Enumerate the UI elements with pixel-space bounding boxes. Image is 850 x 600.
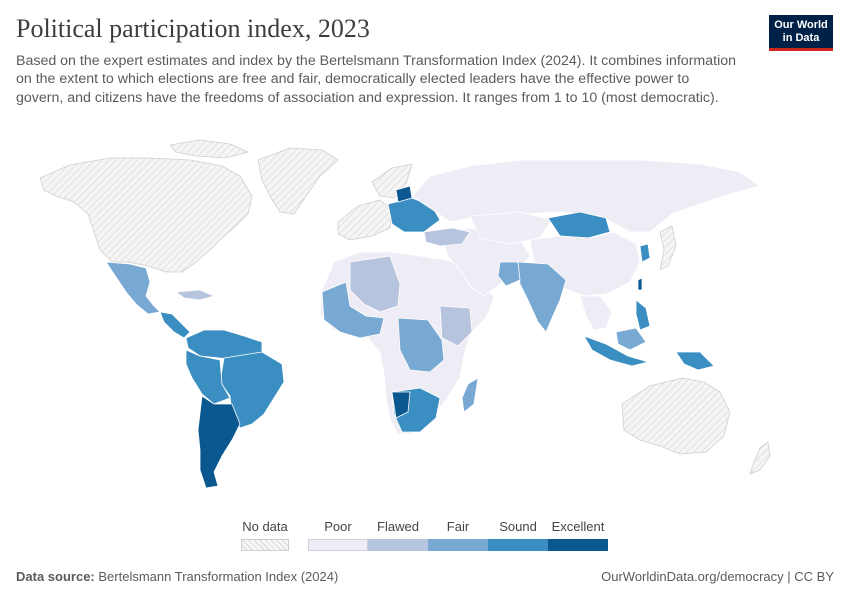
- logo-line-1: Our World: [774, 19, 828, 31]
- central-asia-region[interactable]: [469, 211, 553, 245]
- west-africa-region[interactable]: [321, 281, 385, 339]
- greenland-region[interactable]: [257, 147, 339, 215]
- indonesia-region[interactable]: [583, 335, 649, 367]
- north-america-no-data-region[interactable]: [39, 157, 253, 273]
- legend-no-data-label: No data: [242, 519, 288, 534]
- legend-sound-swatch[interactable]: [488, 539, 548, 551]
- legend-fair-swatch[interactable]: [428, 539, 488, 551]
- caribbean-region[interactable]: [175, 289, 215, 301]
- japan-region[interactable]: [659, 225, 677, 271]
- world-map: [39, 139, 771, 489]
- turkey-region[interactable]: [423, 227, 471, 247]
- central-africa-region[interactable]: [397, 317, 445, 373]
- malaysia-region[interactable]: [615, 327, 647, 351]
- map-legend: No data Poor Flawed Fair Sound Excellent: [0, 515, 850, 555]
- central-america-region[interactable]: [159, 311, 191, 339]
- data-source-link[interactable]: Bertelsmann Transformation Index (2024): [98, 569, 339, 584]
- owid-url[interactable]: OurWorldinData.org/democracy | CC BY: [601, 569, 834, 584]
- legend-excellent-swatch[interactable]: [548, 539, 608, 551]
- legend-excellent-label: Excellent: [551, 519, 605, 534]
- east-africa-region[interactable]: [439, 305, 473, 347]
- australia-region[interactable]: [621, 377, 731, 455]
- owid-logo[interactable]: Our World in Data: [769, 15, 833, 51]
- legend-flawed-swatch[interactable]: [368, 539, 428, 551]
- legend-sound-label: Sound: [499, 519, 537, 534]
- southeast-asia-region[interactable]: [579, 295, 613, 331]
- data-source: Data source: Bertelsmann Transformation …: [16, 569, 338, 584]
- new-zealand-region[interactable]: [749, 441, 771, 475]
- south-asia-region[interactable]: [497, 261, 521, 287]
- arctic-islands-region[interactable]: [169, 139, 249, 159]
- brazil-region[interactable]: [219, 351, 285, 429]
- western-europe-no-data-region[interactable]: [337, 199, 393, 241]
- legend-fair-label: Fair: [446, 519, 470, 534]
- india-region[interactable]: [517, 261, 567, 333]
- data-source-label: Data source:: [16, 569, 95, 584]
- papua-new-guinea-region[interactable]: [675, 351, 715, 371]
- legend-no-data-swatch[interactable]: [241, 539, 289, 551]
- south-korea-region[interactable]: [639, 243, 651, 263]
- southern-cone-region[interactable]: [197, 395, 241, 489]
- legend-flawed-label: Flawed: [377, 519, 419, 534]
- legend-poor-label: Poor: [324, 519, 352, 534]
- scandinavia-region[interactable]: [371, 163, 413, 199]
- namibia-region[interactable]: [391, 391, 411, 419]
- taiwan-region[interactable]: [637, 277, 643, 291]
- logo-line-2: in Data: [782, 32, 820, 44]
- eastern-europe-region[interactable]: [387, 197, 441, 233]
- sahel-region[interactable]: [349, 255, 401, 313]
- madagascar-region[interactable]: [461, 377, 479, 413]
- legend-poor-swatch[interactable]: [308, 539, 368, 551]
- chart-subtitle: Based on the expert estimates and index …: [16, 53, 737, 106]
- andean-region[interactable]: [185, 349, 231, 405]
- mexico-region[interactable]: [105, 261, 161, 315]
- baltic-region[interactable]: [395, 185, 413, 203]
- philippines-region[interactable]: [635, 299, 651, 331]
- chart-title: Political participation index, 2023: [16, 14, 370, 43]
